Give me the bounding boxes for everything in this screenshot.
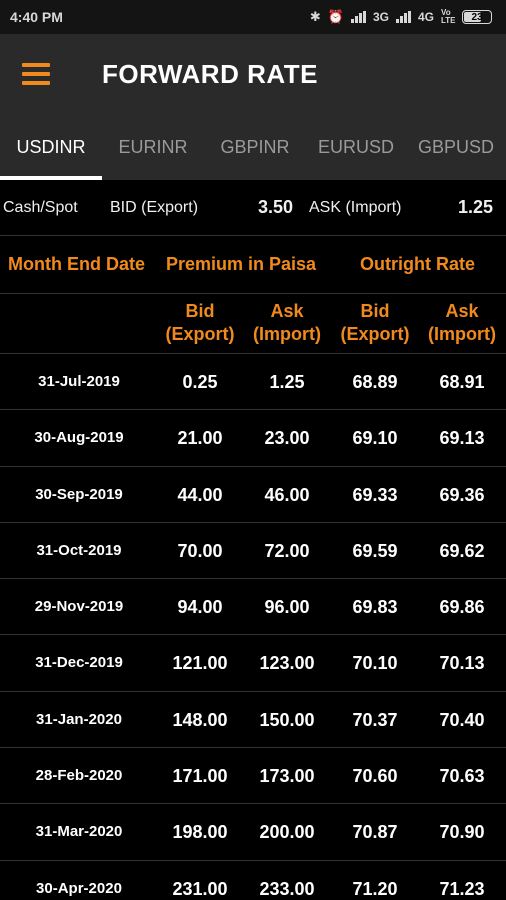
row-date: 29-Nov-2019: [34, 598, 124, 616]
alarm-icon: ⏰: [327, 9, 344, 24]
bluetooth-icon: ✱: [309, 9, 321, 24]
spot-ask-label: ASK (Import): [309, 198, 402, 216]
hamburger-menu-icon: [22, 63, 50, 85]
row-premium-bid: 44.00: [177, 484, 223, 505]
row-date: 31-Jul-2019: [38, 373, 120, 390]
row-date: 31-Dec-2019: [35, 654, 123, 672]
row-outright-bid: 70.37: [352, 709, 398, 730]
row-premium-ask: 96.00: [264, 597, 310, 618]
volte-label: Vo LTE: [441, 8, 456, 25]
row-outright-ask: 69.62: [439, 540, 485, 561]
row-premium-ask: 72.00: [264, 540, 310, 561]
row-outright-bid: 69.59: [352, 540, 398, 561]
row-outright-bid: 70.87: [352, 822, 398, 843]
header-outright-bid: Bid (Export): [340, 301, 410, 344]
row-outright-ask: 70.13: [439, 653, 485, 674]
table-row: 28-Feb-2020 171.00 173.00 70.60 70.63: [0, 748, 506, 805]
status-time: 4:40 PM: [10, 9, 63, 25]
table-row: 31-Jul-2019 0.25 1.25 68.89 68.91: [0, 354, 506, 411]
table-header-main: Month End Date Premium in Paisa Outright…: [0, 236, 506, 294]
row-premium-ask: 46.00: [264, 484, 310, 505]
app-bar: FORWARD RATE: [0, 34, 506, 114]
spot-ask-value: 1.25: [458, 197, 494, 217]
row-premium-bid: 0.25: [182, 372, 218, 392]
row-date: 31-Oct-2019: [36, 541, 122, 559]
table-row: 31-Dec-2019 121.00 123.00 70.10 70.13: [0, 635, 506, 692]
row-premium-ask: 233.00: [259, 878, 315, 899]
row-premium-bid: 70.00: [177, 540, 223, 561]
row-outright-bid: 69.10: [352, 428, 398, 449]
row-premium-ask: 200.00: [259, 822, 315, 843]
table-header-sub: Bid (Export) Ask (Import) Bid (Export) A…: [0, 294, 506, 354]
row-outright-ask: 70.40: [439, 709, 485, 730]
spot-bid-label: BID (Export): [110, 198, 199, 216]
signal-icon-2: [395, 11, 411, 23]
menu-button[interactable]: [0, 34, 72, 114]
table-row: 30-Apr-2020 231.00 233.00 71.20 71.23: [0, 860, 506, 900]
table-row: 30-Aug-2019 21.00 23.00 69.10 69.13: [0, 410, 506, 467]
row-outright-ask: 70.63: [439, 766, 485, 787]
header-month-end-date: Month End Date: [8, 254, 145, 274]
row-outright-ask: 71.23: [439, 878, 485, 899]
row-outright-ask: 70.90: [439, 822, 485, 843]
row-outright-bid: 68.89: [352, 372, 398, 392]
row-premium-ask: 173.00: [259, 766, 315, 787]
table-row: 29-Nov-2019 94.00 96.00 69.83 69.86: [0, 579, 506, 636]
row-premium-ask: 123.00: [259, 653, 315, 674]
table-row: 31-Jan-2020 148.00 150.00 70.37 70.40: [0, 691, 506, 749]
row-outright-ask: 69.86: [439, 597, 485, 618]
row-outright-bid: 69.33: [352, 484, 398, 505]
row-premium-ask: 150.00: [259, 709, 315, 730]
row-date: 31-Jan-2020: [36, 710, 122, 728]
signal-icon: [350, 11, 366, 23]
row-outright-bid: 70.10: [352, 653, 398, 674]
row-date: 30-Apr-2020: [36, 879, 122, 897]
page-title: FORWARD RATE: [102, 58, 318, 89]
header-premium-in-paisa: Premium in Paisa: [166, 254, 317, 274]
spot-bid-value: 3.50: [258, 197, 294, 217]
header-outright-rate: Outright Rate: [360, 254, 475, 274]
table-row: 30-Sep-2019 44.00 46.00 69.33 69.36: [0, 466, 506, 523]
row-date: 28-Feb-2020: [35, 767, 123, 785]
row-date: 30-Sep-2019: [35, 485, 123, 503]
row-date: 30-Aug-2019: [34, 429, 124, 447]
tab-gbpusd[interactable]: GBPUSD: [417, 136, 495, 157]
row-outright-bid: 70.60: [352, 766, 398, 787]
table-row: 31-Mar-2020 198.00 200.00 70.87 70.90: [0, 804, 506, 861]
tab-eurusd[interactable]: EURUSD: [317, 136, 394, 157]
row-premium-ask: 1.25: [269, 372, 305, 392]
row-premium-ask: 23.00: [264, 428, 310, 449]
row-premium-bid: 121.00: [172, 653, 228, 674]
header-premium-ask: Ask (Import): [253, 301, 321, 344]
header-outright-ask: Ask (Import): [428, 301, 496, 344]
row-outright-ask: 69.13: [439, 428, 485, 449]
network-3g-label: 3G: [372, 10, 389, 24]
status-bar: 4:40 PM ✱ ⏰ 3G 4G Vo LTE 23: [0, 0, 506, 34]
table-row: 31-Oct-2019 70.00 72.00 69.59 69.62: [0, 522, 506, 580]
row-outright-bid: 69.83: [352, 597, 398, 618]
tab-eurinr[interactable]: EURINR: [118, 136, 188, 157]
battery-icon: 23: [462, 10, 492, 24]
network-4g-label: 4G: [417, 10, 434, 24]
row-date: 31-Mar-2020: [35, 823, 123, 841]
battery-level: 23: [471, 11, 483, 23]
row-outright-ask: 69.36: [439, 484, 485, 505]
row-premium-bid: 21.00: [177, 428, 223, 449]
row-premium-bid: 231.00: [172, 878, 228, 899]
tab-gbpinr[interactable]: GBPINR: [220, 136, 290, 157]
currency-tabs: USDINR EURINR GBPINR EURUSD GBPUSD: [0, 114, 506, 180]
status-icons: ✱ ⏰ 3G 4G Vo LTE 23: [310, 9, 492, 25]
row-outright-bid: 71.20: [352, 878, 398, 899]
tab-usdinr[interactable]: USDINR: [0, 114, 102, 180]
forward-rate-table: 31-Jul-2019 0.25 1.25 68.89 68.91 30-Aug…: [0, 354, 506, 900]
row-premium-bid: 94.00: [177, 597, 223, 618]
row-outright-ask: 68.91: [439, 372, 485, 392]
row-premium-bid: 198.00: [172, 822, 228, 843]
row-premium-bid: 148.00: [172, 709, 228, 730]
spot-rate-row: Cash/Spot BID (Export) 3.50 ASK (Import)…: [0, 180, 506, 236]
row-premium-bid: 171.00: [172, 766, 228, 787]
cash-spot-label: Cash/Spot: [3, 198, 78, 216]
header-premium-bid: Bid (Export): [165, 301, 235, 344]
